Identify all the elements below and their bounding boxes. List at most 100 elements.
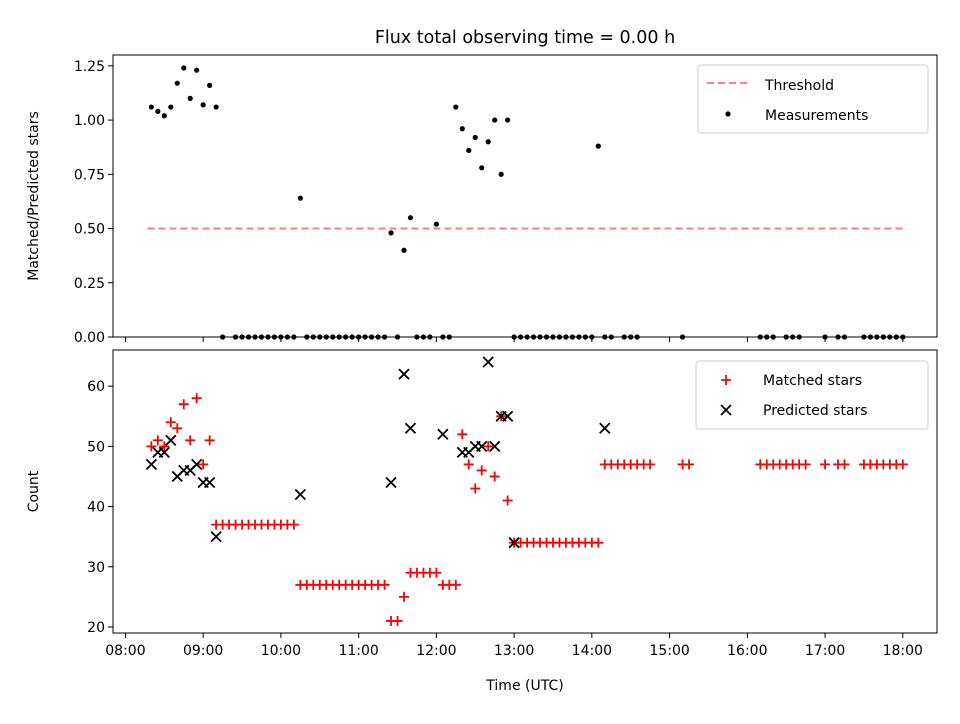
predicted-star-marker <box>191 458 203 471</box>
matched-star-marker <box>165 417 176 428</box>
measurement-point <box>362 334 368 340</box>
measurement-point <box>213 104 219 110</box>
measurement-point <box>757 334 763 340</box>
matched-star-marker <box>172 423 183 434</box>
measurement-point <box>258 334 265 340</box>
measurement-point <box>634 334 640 340</box>
top-legend-box <box>697 64 929 134</box>
matched-star-marker <box>820 459 831 470</box>
measurement-point <box>155 108 161 114</box>
measurement-point <box>783 334 789 340</box>
bottom-frame <box>112 349 938 634</box>
matched-star-marker <box>470 483 481 494</box>
measurement-point <box>550 334 556 340</box>
measurement-point <box>790 334 796 340</box>
measurement-point <box>330 334 336 340</box>
measurement-point <box>207 82 213 88</box>
measurement-point <box>356 334 362 340</box>
measurement-point <box>388 230 394 236</box>
matched-star-marker <box>483 441 494 452</box>
measurement-point <box>543 334 550 340</box>
matched-star-marker <box>204 435 215 446</box>
measurement-point <box>401 247 407 253</box>
predicted-star-marker <box>437 428 449 440</box>
measurement-point <box>479 165 485 171</box>
measurement-point <box>427 334 433 340</box>
measurement-point <box>148 104 154 110</box>
top-y-tick-label: 1.00 <box>74 113 105 129</box>
matched-star-marker <box>897 459 908 470</box>
measurement-point <box>394 334 401 340</box>
predicted-star-marker <box>482 356 494 368</box>
measurement-point <box>252 334 258 340</box>
measurement-point <box>628 334 634 340</box>
measurement-point <box>880 334 886 340</box>
bottom-y-tick-label: 60 <box>87 379 105 395</box>
matched-star-marker <box>198 459 209 470</box>
measurement-point <box>310 334 316 340</box>
measurement-point <box>343 334 349 340</box>
bottom-axes: 20 30 40 50 60 08:00 09:00 10:00 11:00 12:00 13:00… <box>26 349 938 659</box>
measurement-point <box>433 221 439 227</box>
measurement-point <box>498 171 504 177</box>
measurement-point <box>336 334 342 340</box>
measurement-point <box>369 334 375 340</box>
measurement-point <box>375 334 381 340</box>
matched-star-marker <box>476 465 487 476</box>
bottom-y-tick-label: 20 <box>87 620 105 636</box>
predicted-star-marker <box>294 488 306 501</box>
bottom-legend-box <box>695 360 929 430</box>
x-tick-label: 18:00 <box>883 643 923 659</box>
measurement-point <box>887 334 893 340</box>
measurement-point <box>317 334 323 340</box>
measurement-point <box>485 139 491 145</box>
matched-star-marker <box>392 615 403 626</box>
measurement-point <box>200 102 206 108</box>
matched-star-marker <box>398 591 409 602</box>
bottom-y-tick-label: 30 <box>87 560 105 576</box>
measurement-point <box>407 215 414 221</box>
top-y-tick-label: 0.75 <box>74 167 105 183</box>
predicted-star-marker <box>404 422 417 434</box>
matched-star-marker <box>463 459 474 470</box>
measurement-point <box>466 147 472 154</box>
matched-star-marker <box>502 495 513 506</box>
measurement-point <box>861 334 867 340</box>
measurement-point <box>537 334 543 340</box>
measurement-point <box>893 334 899 340</box>
measurement-point <box>297 195 303 201</box>
measurement-point <box>414 334 420 340</box>
x-axis-label: Time (UTC) <box>485 678 563 694</box>
measurement-point <box>530 334 537 340</box>
matched-star-marker <box>457 429 468 440</box>
matched-star-marker <box>152 435 163 446</box>
measurement-point <box>440 334 446 340</box>
x-tick-label: 11:00 <box>338 643 378 659</box>
measurement-point <box>220 334 226 340</box>
bottom-y-axis-label: Count <box>26 470 42 512</box>
measurement-point <box>181 65 187 71</box>
matched-star-marker <box>431 567 442 578</box>
measurement-point <box>381 334 388 340</box>
measurement-point <box>492 117 498 123</box>
x-tick-label: 16:00 <box>727 643 767 659</box>
measurement-point <box>271 334 278 340</box>
measurement-point <box>232 334 239 340</box>
measurement-point <box>576 334 582 340</box>
matched-star-marker <box>593 537 604 548</box>
predicted-star-marker <box>398 368 410 380</box>
matched-star-marker <box>839 459 850 470</box>
measurement-point <box>608 334 614 340</box>
legend-measurements-swatch <box>725 111 731 117</box>
matched-star-marker <box>178 399 189 410</box>
legend-matched-swatch <box>721 375 731 385</box>
legend-predicted-swatch <box>720 404 732 416</box>
matched-star-marker <box>159 441 170 452</box>
predicted-star-marker <box>599 422 611 434</box>
predicted-star-marker <box>204 476 216 489</box>
bottom-legend: Matched stars Predicted stars <box>695 360 929 430</box>
matched-star-marker <box>191 393 202 404</box>
measurement-point <box>265 334 271 340</box>
bottom-y-tick-label: 50 <box>87 439 105 455</box>
